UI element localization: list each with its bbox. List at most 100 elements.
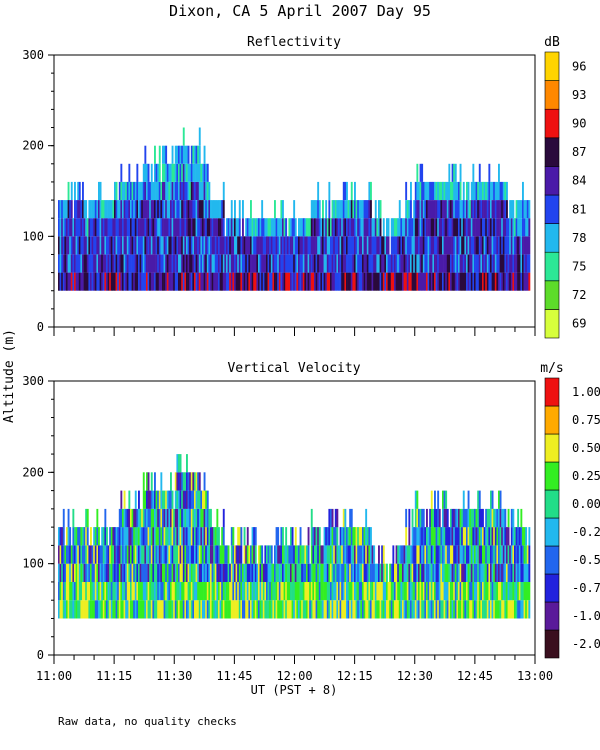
- heatmap-cell: [147, 581, 150, 601]
- heatmap-cell: [312, 527, 315, 546]
- heatmap-cell: [184, 181, 187, 200]
- heatmap-cell: [112, 236, 115, 255]
- heatmap-cell: [155, 490, 158, 509]
- heatmap-cell: [168, 527, 171, 546]
- heatmap-cell: [166, 581, 169, 601]
- heatmap-cell: [110, 200, 113, 219]
- heatmap-cell: [374, 236, 377, 255]
- heatmap-cell: [350, 527, 353, 546]
- heatmap-cell: [187, 527, 190, 546]
- heatmap-cell: [154, 527, 156, 546]
- colorbar-tick-label: -1.00: [572, 609, 600, 623]
- heatmap-cell: [186, 200, 188, 219]
- heatmap-cell: [186, 563, 188, 582]
- heatmap-cell: [64, 236, 67, 255]
- heatmap-cell: [312, 600, 315, 619]
- heatmap-cell: [195, 545, 198, 564]
- heatmap-cell: [171, 563, 174, 582]
- heatmap-cell: [213, 218, 216, 237]
- heatmap-cell: [312, 272, 315, 291]
- heatmap-cell: [90, 218, 92, 237]
- heatmap-cell: [83, 272, 86, 291]
- heatmap-cell: [509, 600, 512, 619]
- heatmap-cell: [403, 563, 406, 582]
- heatmap-cell: [293, 545, 296, 564]
- heatmap-cell: [490, 563, 492, 582]
- heatmap-cell: [363, 600, 366, 619]
- heatmap-cell: [72, 545, 75, 564]
- heatmap-cell: [414, 581, 417, 601]
- heatmap-cell: [142, 236, 145, 255]
- heatmap-cell: [334, 600, 337, 619]
- heatmap-cell: [315, 600, 318, 619]
- heatmap-cell: [462, 254, 465, 273]
- heatmap-cell: [370, 563, 372, 582]
- heatmap-cell: [78, 581, 81, 601]
- heatmap-cell: [86, 581, 89, 601]
- heatmap-cell: [427, 545, 430, 564]
- heatmap-cell: [91, 218, 94, 237]
- heatmap-cell: [301, 236, 304, 255]
- heatmap-cell: [262, 272, 265, 291]
- heatmap-cell: [389, 600, 392, 619]
- heatmap-cell: [310, 600, 313, 619]
- heatmap-cell: [365, 508, 368, 528]
- heatmap-cell: [82, 236, 84, 255]
- heatmap-cell: [285, 254, 288, 273]
- heatmap-cell: [520, 563, 523, 582]
- heatmap-cell: [182, 236, 185, 255]
- heatmap-cell: [266, 563, 268, 582]
- heatmap-cell: [496, 254, 499, 273]
- heatmap-cell: [522, 200, 524, 219]
- heatmap-cell: [114, 545, 116, 564]
- heatmap-cell: [366, 600, 369, 619]
- heatmap-cell: [406, 218, 409, 237]
- heatmap-cell: [410, 254, 412, 273]
- heatmap-cell: [205, 218, 208, 237]
- heatmap-cell: [74, 272, 76, 291]
- heatmap-cell: [501, 218, 504, 237]
- heatmap-cell: [139, 236, 142, 255]
- heatmap-cell: [144, 181, 147, 200]
- heatmap-cell: [173, 581, 176, 601]
- heatmap-cell: [411, 508, 414, 528]
- heatmap-cell: [510, 254, 513, 273]
- heatmap-cell: [504, 200, 507, 219]
- heatmap-cell: [397, 545, 400, 564]
- heatmap-cell: [318, 218, 321, 237]
- heatmap-cell: [342, 200, 345, 219]
- heatmap-cell: [504, 236, 507, 255]
- heatmap-cell: [90, 545, 92, 564]
- heatmap-cell: [485, 545, 488, 564]
- heatmap-cell: [374, 581, 377, 601]
- heatmap-cell: [150, 218, 153, 237]
- heatmap-cell: [272, 272, 275, 291]
- heatmap-cell: [163, 218, 166, 237]
- heatmap-cell: [301, 600, 304, 619]
- heatmap-cell: [125, 527, 128, 546]
- heatmap-cell: [414, 527, 417, 546]
- heatmap-cell: [357, 272, 360, 291]
- heatmap-cell: [192, 200, 195, 219]
- heatmap-cell: [357, 581, 360, 601]
- heatmap-cell: [256, 563, 259, 582]
- heatmap-cell: [331, 600, 334, 619]
- heatmap-cell: [416, 490, 419, 509]
- heatmap-cell: [459, 563, 462, 582]
- heatmap-cell: [126, 236, 129, 255]
- heatmap-cell: [133, 563, 136, 582]
- heatmap-cell: [486, 600, 489, 619]
- heatmap-cell: [470, 254, 473, 273]
- heatmap-cell: [323, 254, 326, 273]
- heatmap-cell: [282, 200, 284, 219]
- heatmap-cell: [493, 563, 496, 582]
- heatmap-cell: [205, 163, 208, 182]
- heatmap-cell: [86, 218, 89, 237]
- heatmap-cell: [483, 581, 486, 601]
- heatmap-cell: [214, 218, 217, 237]
- heatmap-cell: [318, 545, 321, 564]
- heatmap-cell: [75, 200, 78, 219]
- heatmap-cell: [128, 272, 131, 291]
- heatmap-cell: [416, 163, 419, 182]
- heatmap-cell: [258, 272, 260, 291]
